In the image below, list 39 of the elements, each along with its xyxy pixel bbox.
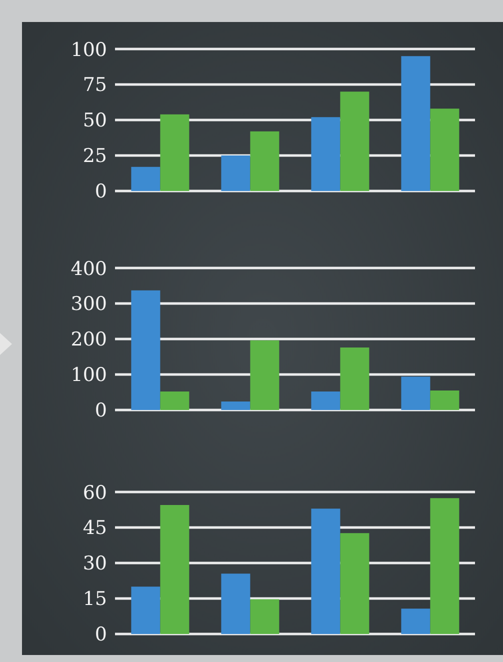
- bar: [160, 505, 190, 634]
- bar: [401, 376, 430, 410]
- bar: [311, 392, 340, 410]
- y-tick-label: 50: [82, 110, 107, 132]
- bar: [401, 608, 430, 634]
- y-tick-label: 45: [82, 517, 107, 540]
- bar: [401, 56, 430, 191]
- y-tick-label: 100: [70, 364, 107, 386]
- bar: [311, 117, 340, 191]
- y-tick-label: 75: [82, 74, 107, 96]
- bar: [430, 390, 460, 410]
- y-tick-label: 100: [70, 38, 107, 61]
- y-tick-label: 0: [94, 400, 107, 422]
- bar: [250, 131, 280, 191]
- bar: [340, 533, 370, 634]
- y-tick-label: 15: [82, 588, 107, 610]
- bar: [340, 348, 370, 410]
- bar: [340, 92, 370, 191]
- bar: [160, 392, 190, 410]
- bar: [131, 290, 160, 410]
- bar: [131, 166, 160, 191]
- bar: [430, 498, 460, 634]
- y-tick-label: 30: [82, 552, 107, 575]
- bar: [250, 340, 280, 410]
- bar: [131, 586, 160, 634]
- y-tick-label: 400: [70, 258, 107, 280]
- bar: [311, 508, 340, 634]
- y-tick-label: 200: [70, 328, 107, 351]
- y-tick-label: 0: [94, 180, 107, 203]
- bar: [430, 108, 460, 191]
- bar: [250, 599, 280, 634]
- y-tick-label: 60: [82, 482, 107, 504]
- bar: [160, 114, 190, 191]
- bar: [221, 401, 250, 410]
- y-tick-label: 300: [70, 293, 107, 316]
- bar: [221, 156, 250, 191]
- bar: [221, 574, 250, 634]
- y-tick-label: 0: [94, 624, 107, 646]
- y-tick-label: 25: [82, 145, 107, 168]
